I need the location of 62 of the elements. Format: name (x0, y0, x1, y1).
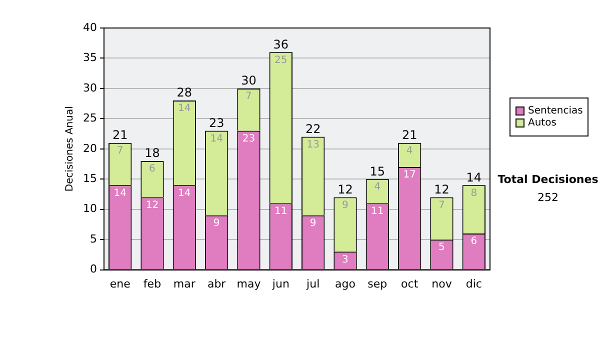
x-tick-label: feb (143, 277, 162, 290)
x-tick-label: oct (401, 277, 419, 290)
total-label: 15 (370, 164, 386, 178)
y-tick-label: 15 (82, 172, 97, 185)
x-tick-label: may (236, 277, 262, 290)
data-label: 4 (374, 182, 381, 193)
x-tick-label: sep (368, 277, 388, 290)
y-axis-title: Decisiones Anual (64, 106, 76, 192)
x-tick-label: nov (432, 277, 452, 290)
y-tick-label: 30 (82, 81, 97, 94)
data-label: 11 (371, 206, 384, 217)
x-tick-label: dic (466, 277, 482, 290)
y-tick-label: 40 (82, 20, 97, 34)
text: Total Decisiones (498, 172, 599, 186)
total-label: 21 (112, 128, 128, 142)
data-label: 9 (342, 200, 348, 211)
data-label: 14 (178, 188, 191, 199)
data-label: 9 (213, 218, 220, 229)
total-label: 14 (466, 170, 482, 184)
data-label: 13 (306, 139, 320, 150)
data-label: 14 (178, 103, 191, 114)
y-tick-label: 0 (90, 262, 97, 276)
data-label: 14 (114, 188, 126, 199)
data-label: 7 (438, 200, 445, 211)
total-label: 30 (241, 74, 256, 88)
total-label: 21 (402, 128, 418, 142)
total-label: 12 (338, 182, 353, 196)
data-label: 9 (310, 218, 316, 229)
data-label: 12 (146, 200, 159, 211)
x-tick-label: ene (110, 277, 131, 290)
total-label: 28 (176, 86, 192, 100)
x-tick-label: jun (271, 277, 290, 290)
data-label: 17 (403, 170, 416, 181)
x-tick-label: ago (335, 277, 356, 290)
text: 252 (538, 190, 558, 204)
y-tick-label: 10 (82, 202, 97, 216)
x-tick-label: jul (306, 277, 320, 290)
total-label: 12 (434, 182, 450, 196)
total-label: 18 (144, 146, 160, 160)
data-label: 23 (242, 133, 256, 144)
y-tick-label: 35 (82, 51, 97, 64)
legend-label: Sentencias (528, 106, 583, 117)
data-label: 7 (116, 145, 124, 156)
data-label: 25 (274, 54, 288, 66)
data-label: 14 (210, 133, 223, 144)
data-label: 6 (470, 236, 478, 248)
data-label: 4 (406, 145, 413, 156)
y-tick-label: 5 (90, 232, 97, 246)
data-label: 3 (342, 254, 348, 266)
y-tick-label: 20 (82, 142, 97, 155)
total-label: 36 (273, 37, 289, 52)
data-label: 7 (246, 91, 252, 102)
data-label: 6 (149, 164, 156, 175)
data-label: 5 (438, 242, 445, 254)
data-label: 8 (470, 188, 478, 199)
y-tick-label: 25 (82, 112, 97, 125)
legend-label: Autos (528, 118, 556, 129)
x-tick-label: mar (173, 277, 196, 290)
total-label: 23 (208, 116, 224, 130)
data-label: 11 (274, 206, 288, 217)
x-tick-label: abr (207, 277, 226, 290)
total-label: 22 (305, 122, 321, 136)
